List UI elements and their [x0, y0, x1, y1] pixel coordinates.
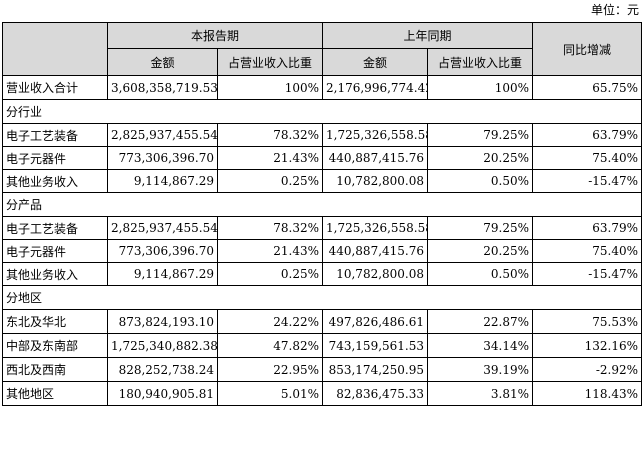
- row-prior-share: 0.50%: [427, 169, 534, 193]
- table-row: 东北及华北 873,824,193.10 24.22% 497,826,486.61 2…: [2, 309, 643, 334]
- row-yoy: 63.79%: [532, 216, 643, 240]
- row-cur-share: 0.25%: [216, 262, 324, 286]
- row-cur-share: 0.25%: [216, 169, 324, 193]
- row-yoy: 118.43%: [532, 381, 643, 406]
- row-label: 其他地区: [2, 381, 108, 406]
- table-row: 电子元器件 773,306,396.70 21.43% 440,887,415.76 2…: [2, 146, 643, 170]
- row-label: 中部及东南部: [2, 333, 108, 358]
- row-prior-amount: 82,836,475.33: [322, 381, 429, 406]
- row-cur-share: 78.32%: [216, 123, 324, 147]
- row-prior-share: 20.25%: [427, 146, 534, 170]
- row-yoy: -15.47%: [532, 169, 643, 193]
- table-row: 电子工艺装备 2,825,937,455.54 78.32% 1,725,326,55…: [2, 123, 643, 147]
- row-prior-share: 34.14%: [427, 333, 534, 358]
- section-header-row: 分产品: [1, 192, 643, 217]
- row-cur-share: 22.95%: [216, 357, 324, 382]
- row-yoy: 132.16%: [532, 333, 643, 358]
- row-cur-share: 21.43%: [216, 146, 324, 170]
- row-label: 电子元器件: [2, 239, 108, 263]
- table-row: 中部及东南部 1,725,340,882.38 47.82% 743,159,561.…: [2, 333, 643, 358]
- section-header-row: 分地区: [1, 285, 643, 310]
- section-title: 分产品: [1, 192, 643, 217]
- row-yoy: 63.79%: [532, 123, 643, 147]
- header-prior-period: 上年同期: [322, 22, 534, 49]
- row-prior-amount: 497,826,486.61: [322, 309, 429, 334]
- section-header-row: 分行业: [1, 99, 643, 124]
- section-title: 分地区: [1, 285, 643, 310]
- row-label: 电子元器件: [2, 146, 108, 170]
- table-row: 电子工艺装备 2,825,937,455.54 78.32% 1,725,326,55…: [2, 216, 643, 240]
- table-row: 其他业务收入 9,114,867.29 0.25% 10,782,800.08 0.50…: [2, 262, 643, 286]
- row-label: 电子工艺装备: [2, 216, 108, 240]
- section-title: 分行业: [1, 99, 643, 124]
- row-prior-amount: 10,782,800.08: [322, 262, 429, 286]
- row-cur-amount: 9,114,867.29: [107, 169, 218, 193]
- row-cur-amount: 1,725,340,882.38: [107, 333, 218, 358]
- row-cur-share: 47.82%: [216, 333, 324, 358]
- row-cur-amount: 873,824,193.10: [107, 309, 218, 334]
- row-prior-amount: 743,159,561.53: [322, 333, 429, 358]
- row-cur-amount: 773,306,396.70: [107, 146, 218, 170]
- unit-label: 单位：元: [590, 3, 639, 17]
- row-prior-amount: 10,782,800.08: [322, 169, 429, 193]
- total-prior-amount: 2,176,996,774.42: [322, 75, 429, 100]
- row-yoy: 75.40%: [532, 239, 643, 263]
- row-label: 东北及华北: [2, 309, 108, 334]
- row-prior-amount: 1,725,326,558.58: [322, 123, 429, 147]
- row-prior-share: 39.19%: [427, 357, 534, 382]
- header-blank-cell: [2, 22, 108, 76]
- row-yoy: -2.92%: [532, 357, 643, 382]
- total-prior-share: 100%: [427, 75, 534, 100]
- row-label: 其他业务收入: [2, 262, 108, 286]
- revenue-table: 本报告期 上年同期 同比增减 金额 占营业收入比重 金额 占营业收入比重 营业收…: [1, 22, 643, 406]
- row-cur-share: 24.22%: [216, 309, 324, 334]
- header-row-1: 本报告期 上年同期 同比增减: [2, 22, 643, 76]
- row-label: 西北及西南: [2, 357, 108, 382]
- header-prior-share: 占营业收入比重: [427, 48, 534, 76]
- total-cur-amount: 3,608,358,719.53: [107, 75, 218, 100]
- row-prior-amount: 853,174,250.95: [322, 357, 429, 382]
- header-cur-share: 占营业收入比重: [216, 48, 324, 76]
- row-prior-amount: 440,887,415.76: [322, 239, 429, 263]
- header-prior-amount: 金额: [322, 48, 429, 76]
- row-prior-share: 79.25%: [427, 123, 534, 147]
- header-cur-amount: 金额: [107, 48, 218, 76]
- row-cur-amount: 773,306,396.70: [107, 239, 218, 263]
- row-cur-share: 78.32%: [216, 216, 324, 240]
- row-cur-share: 5.01%: [216, 381, 324, 406]
- total-yoy: 65.75%: [532, 75, 643, 100]
- header-current-period: 本报告期: [106, 22, 324, 49]
- header-row-2: 金额 占营业收入比重 金额 占营业收入比重: [3, 48, 642, 76]
- row-prior-amount: 440,887,415.76: [322, 146, 429, 170]
- row-prior-share: 3.81%: [427, 381, 534, 406]
- row-cur-share: 21.43%: [216, 239, 324, 263]
- row-prior-share: 79.25%: [427, 216, 534, 240]
- table-row: 其他地区 180,940,905.81 5.01% 82,836,475.33 3.81…: [2, 381, 643, 406]
- row-prior-amount: 1,725,326,558.58: [322, 216, 429, 240]
- row-label: 电子工艺装备: [2, 123, 108, 147]
- row-cur-amount: 9,114,867.29: [107, 262, 218, 286]
- total-cur-share: 100%: [216, 75, 324, 100]
- row-prior-share: 20.25%: [427, 239, 534, 263]
- row-cur-amount: 828,252,738.24: [107, 357, 218, 382]
- total-row: 营业收入合计 3,608,358,719.53 100% 2,176,996,7…: [2, 75, 643, 100]
- table-row: 电子元器件 773,306,396.70 21.43% 440,887,415.76 2…: [2, 239, 643, 263]
- row-cur-amount: 180,940,905.81: [107, 381, 218, 406]
- row-yoy: 75.40%: [532, 146, 643, 170]
- row-prior-share: 0.50%: [427, 262, 534, 286]
- row-cur-amount: 2,825,937,455.54: [107, 216, 218, 240]
- row-prior-share: 22.87%: [427, 309, 534, 334]
- header-yoy: 同比增减: [532, 22, 643, 76]
- row-yoy: -15.47%: [532, 262, 643, 286]
- table-row: 其他业务收入 9,114,867.29 0.25% 10,782,800.08 0.50…: [2, 169, 643, 193]
- total-label: 营业收入合计: [2, 75, 108, 100]
- row-cur-amount: 2,825,937,455.54: [107, 123, 218, 147]
- row-yoy: 75.53%: [532, 309, 643, 334]
- table-row: 西北及西南 828,252,738.24 22.95% 853,174,250.95 3…: [2, 357, 643, 382]
- row-label: 其他业务收入: [2, 169, 108, 193]
